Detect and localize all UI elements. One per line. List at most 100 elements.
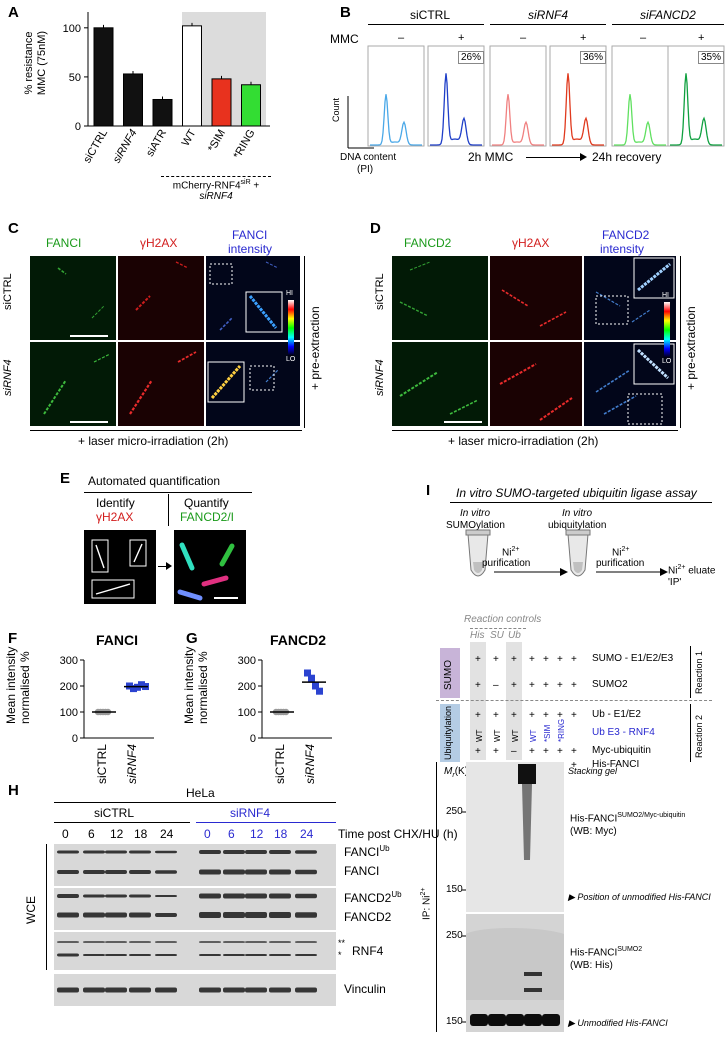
panel-i-blot2-wb: (WB: His) [570,960,613,971]
panel-b-group-underline-2 [490,24,606,25]
panel-c-zoom-box-2 [249,365,275,391]
panel-i-m250a: 250 [446,806,463,817]
panel-h-fancd2: FANCD2 [344,910,392,924]
microscopy-stripe [43,379,67,415]
panel-h-band [245,987,267,993]
panel-i-eluate-ip: 'IP' [668,577,682,589]
panel-b-percent-2: 36% [580,51,607,64]
panel-label-d: D [370,220,381,237]
panel-i-grid-cell: + [543,680,549,691]
panel-i-mr-unit: (K) [454,766,469,777]
panel-h-band [199,893,221,899]
panel-i-grid-cell: + [493,710,499,721]
panel-i-tube-cap [565,529,591,536]
panel-b-timeline-arrow [526,157,582,158]
microscopy-stripe [399,301,429,317]
panel-i-mr-text: M [444,766,453,777]
panel-i-r2-line [690,704,691,762]
scatter-point-rnf4 [308,674,315,682]
panel-i-grid-cell: + [511,654,517,665]
panel-h-band [269,941,291,943]
panel-i-grid-cell: + [511,710,517,721]
panel-i-ctrl-shade-1 [470,642,486,760]
scatter-ytick-label: 100 [60,707,78,719]
panel-b-group-2: siRNF4 [528,8,569,22]
panel-i-tube [467,533,489,577]
panel-h-band [57,850,79,854]
panel-i-controls-line [470,628,526,629]
panel-h-band [129,894,151,898]
panel-i-tube-cap [465,529,491,536]
panel-i-grid-cell: + [571,710,577,721]
panel-i-grid-row-label: His-FANCI [592,759,640,770]
panel-i-sumo-box [440,648,460,698]
panel-d-col-3a: FANCD2 [602,228,650,242]
panel-i-grid-cell: + [529,746,535,757]
panel-i-stacking-band [518,764,536,784]
panel-d-fancd2-rnf4 [392,342,488,426]
panel-i-r1-line [690,646,691,698]
scatter-point-rnf4 [312,682,319,690]
panel-b-percent-3: 35% [698,51,725,64]
panel-h-time-label: 0 [62,827,69,841]
panel-h-band [223,954,245,956]
panel-h-band [83,987,105,993]
panel-i-sep-line [436,700,712,701]
scatter-point-rnf4 [316,687,323,695]
panel-d-hi: HI [662,292,669,299]
scatter-ytick-label: 200 [238,681,256,693]
panel-d-col-3b: intensity [600,242,645,256]
microscopy-stripe [93,353,111,363]
panel-h-band [129,912,151,918]
panel-h-time-label: 12 [250,827,264,841]
panel-i-grid-cell: + [557,654,563,665]
panel-label-e: E [60,470,71,487]
panel-i-ip-line [436,762,437,1032]
panel-h-band [223,893,245,899]
panel-b-percent-1: 26% [458,51,485,64]
panel-i-grid-cell: + [475,746,481,757]
panel-i-sumo-band-2 [524,988,542,992]
panel-i-purif-1: purification [482,558,531,569]
panel-h-fanci: FANCI [344,864,380,878]
panel-i-grid-row-label: Ub - E1/E2 [592,709,641,720]
panel-h-band [245,893,267,899]
panel-h-time-label: 18 [274,827,288,841]
panel-h-band [57,941,79,943]
panel-i-blot1-wb: (WB: Myc) [570,826,617,837]
panel-i-step2a: In vitro [562,508,593,519]
panel-b-minus-3: – [640,32,647,44]
panel-i-lane-smear [466,928,564,1000]
panel-i-ctrl-su: SU [490,630,504,641]
panel-h-band [269,850,291,854]
panel-i-tube [567,533,589,577]
panel-i-grid-cell: + [511,680,517,691]
scatter-xtick-label: siCTRL [95,744,109,784]
panel-d-bottom-line [392,430,678,431]
panel-h-band [155,987,177,993]
panel-i-step1a: In vitro [460,508,491,519]
panel-i-grid-row-label: SUMO2 [592,679,628,690]
panel-c-col-2: γH2AX [140,236,178,250]
panel-h-band [129,987,151,993]
panel-h-band [105,850,127,854]
panel-h-band [83,850,105,854]
panel-b-xlabel-1: DNA content [340,152,397,163]
microscopy-stripe [409,261,431,271]
panel-h-band [245,941,267,943]
panel-h-band [223,912,245,918]
panel-b-histogram-trace [430,73,482,146]
panel-b-timeline-arrowhead [580,153,587,161]
panel-i-tube-liquid [473,562,483,573]
scatter-xtick-label: siRNF4 [303,744,317,784]
panel-i-grid-cell: + [543,654,549,665]
panel-h-band [223,941,245,943]
panel-i-grid-cell: + [571,654,577,665]
panel-b-group-1: siCTRL [410,8,451,22]
panel-h-band [83,912,105,918]
panel-b-plus-1: + [458,32,465,44]
panel-b-histogram-trace [552,73,604,146]
panel-h-band [155,913,177,917]
microscopy-stripe [399,371,439,397]
